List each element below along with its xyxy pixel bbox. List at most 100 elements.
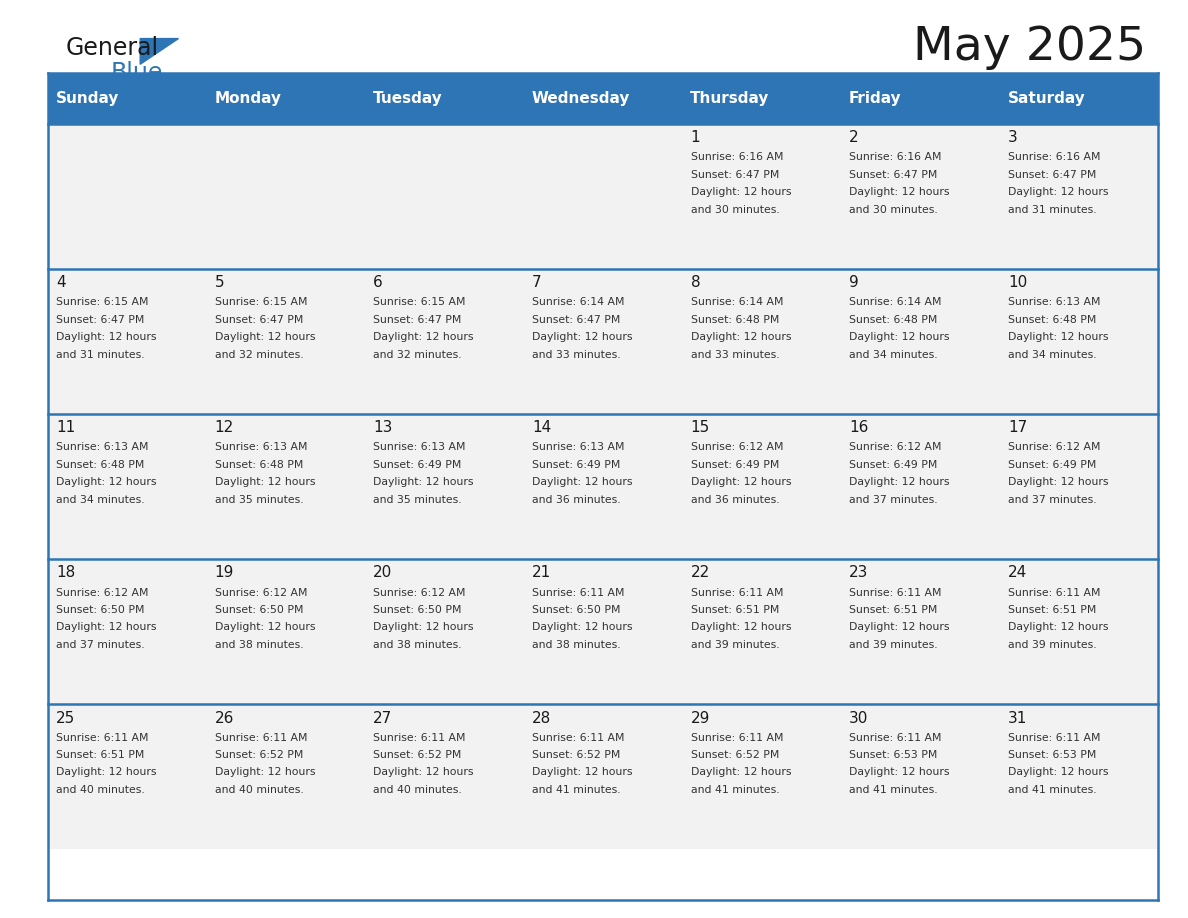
- Text: 27: 27: [373, 711, 392, 725]
- Text: Sunset: 6:50 PM: Sunset: 6:50 PM: [215, 605, 303, 615]
- Text: Sunrise: 6:14 AM: Sunrise: 6:14 AM: [690, 297, 783, 308]
- Text: Tuesday: Tuesday: [373, 91, 443, 106]
- Text: and 39 minutes.: and 39 minutes.: [849, 640, 937, 650]
- Text: Sunrise: 6:11 AM: Sunrise: 6:11 AM: [532, 588, 625, 598]
- FancyBboxPatch shape: [207, 414, 365, 559]
- Text: and 33 minutes.: and 33 minutes.: [690, 350, 779, 360]
- Text: and 38 minutes.: and 38 minutes.: [532, 640, 620, 650]
- FancyBboxPatch shape: [682, 269, 841, 414]
- Text: Sunrise: 6:11 AM: Sunrise: 6:11 AM: [56, 733, 148, 743]
- FancyBboxPatch shape: [841, 414, 999, 559]
- Text: Daylight: 12 hours: Daylight: 12 hours: [532, 332, 632, 342]
- FancyBboxPatch shape: [682, 124, 841, 269]
- Text: Sunday: Sunday: [56, 91, 119, 106]
- Text: Sunrise: 6:13 AM: Sunrise: 6:13 AM: [532, 442, 625, 453]
- Text: Sunset: 6:52 PM: Sunset: 6:52 PM: [690, 750, 779, 760]
- FancyBboxPatch shape: [524, 124, 682, 269]
- Text: Sunset: 6:52 PM: Sunset: 6:52 PM: [373, 750, 462, 760]
- Text: Sunset: 6:50 PM: Sunset: 6:50 PM: [532, 605, 620, 615]
- Text: Sunset: 6:51 PM: Sunset: 6:51 PM: [849, 605, 937, 615]
- Text: and 30 minutes.: and 30 minutes.: [849, 205, 939, 215]
- Text: Wednesday: Wednesday: [531, 91, 630, 106]
- Text: Sunset: 6:47 PM: Sunset: 6:47 PM: [56, 315, 144, 325]
- Text: and 35 minutes.: and 35 minutes.: [215, 495, 303, 505]
- FancyBboxPatch shape: [207, 559, 365, 704]
- Text: 11: 11: [56, 420, 75, 435]
- Text: Sunset: 6:51 PM: Sunset: 6:51 PM: [690, 605, 779, 615]
- Text: Daylight: 12 hours: Daylight: 12 hours: [690, 187, 791, 197]
- Text: 30: 30: [849, 711, 868, 725]
- FancyBboxPatch shape: [207, 269, 365, 414]
- Text: Daylight: 12 hours: Daylight: 12 hours: [373, 622, 474, 633]
- Text: and 31 minutes.: and 31 minutes.: [56, 350, 145, 360]
- Text: Saturday: Saturday: [1007, 91, 1086, 106]
- Text: and 31 minutes.: and 31 minutes.: [1007, 205, 1097, 215]
- Text: Sunrise: 6:13 AM: Sunrise: 6:13 AM: [215, 442, 307, 453]
- Text: Sunrise: 6:15 AM: Sunrise: 6:15 AM: [56, 297, 148, 308]
- Text: Daylight: 12 hours: Daylight: 12 hours: [56, 622, 157, 633]
- Text: 20: 20: [373, 565, 392, 580]
- Text: Daylight: 12 hours: Daylight: 12 hours: [1007, 767, 1108, 778]
- Text: Sunset: 6:47 PM: Sunset: 6:47 PM: [849, 170, 937, 180]
- Text: Sunset: 6:48 PM: Sunset: 6:48 PM: [215, 460, 303, 470]
- Text: 15: 15: [690, 420, 709, 435]
- Text: Sunrise: 6:11 AM: Sunrise: 6:11 AM: [532, 733, 625, 743]
- FancyBboxPatch shape: [48, 124, 207, 269]
- Text: Daylight: 12 hours: Daylight: 12 hours: [215, 477, 315, 487]
- Text: Daylight: 12 hours: Daylight: 12 hours: [849, 332, 949, 342]
- Text: Sunset: 6:48 PM: Sunset: 6:48 PM: [1007, 315, 1097, 325]
- Text: Sunrise: 6:11 AM: Sunrise: 6:11 AM: [215, 733, 307, 743]
- FancyBboxPatch shape: [682, 704, 841, 849]
- FancyBboxPatch shape: [999, 73, 1158, 124]
- FancyBboxPatch shape: [48, 414, 207, 559]
- Text: Sunrise: 6:14 AM: Sunrise: 6:14 AM: [532, 297, 625, 308]
- FancyBboxPatch shape: [524, 269, 682, 414]
- Text: Sunset: 6:49 PM: Sunset: 6:49 PM: [373, 460, 462, 470]
- Text: Blue: Blue: [110, 62, 163, 85]
- Text: 3: 3: [1007, 130, 1018, 145]
- Text: Friday: Friday: [849, 91, 902, 106]
- FancyBboxPatch shape: [524, 704, 682, 849]
- Text: 14: 14: [532, 420, 551, 435]
- Text: 29: 29: [690, 711, 710, 725]
- FancyBboxPatch shape: [48, 73, 207, 124]
- Text: Daylight: 12 hours: Daylight: 12 hours: [373, 332, 474, 342]
- Text: Sunrise: 6:13 AM: Sunrise: 6:13 AM: [373, 442, 466, 453]
- Text: Daylight: 12 hours: Daylight: 12 hours: [215, 767, 315, 778]
- FancyBboxPatch shape: [365, 269, 524, 414]
- Text: and 37 minutes.: and 37 minutes.: [56, 640, 145, 650]
- Text: 8: 8: [690, 275, 700, 290]
- Text: and 39 minutes.: and 39 minutes.: [1007, 640, 1097, 650]
- Text: 17: 17: [1007, 420, 1028, 435]
- FancyBboxPatch shape: [524, 73, 682, 124]
- Text: Sunrise: 6:11 AM: Sunrise: 6:11 AM: [690, 588, 783, 598]
- Text: Daylight: 12 hours: Daylight: 12 hours: [849, 187, 949, 197]
- Text: Daylight: 12 hours: Daylight: 12 hours: [1007, 622, 1108, 633]
- Text: Sunset: 6:51 PM: Sunset: 6:51 PM: [56, 750, 144, 760]
- Text: Sunrise: 6:15 AM: Sunrise: 6:15 AM: [215, 297, 307, 308]
- Text: Sunrise: 6:14 AM: Sunrise: 6:14 AM: [849, 297, 942, 308]
- Text: and 37 minutes.: and 37 minutes.: [849, 495, 937, 505]
- Text: Sunset: 6:47 PM: Sunset: 6:47 PM: [690, 170, 779, 180]
- Text: Sunset: 6:48 PM: Sunset: 6:48 PM: [690, 315, 779, 325]
- Text: and 41 minutes.: and 41 minutes.: [1007, 785, 1097, 795]
- Text: and 32 minutes.: and 32 minutes.: [215, 350, 303, 360]
- Text: 6: 6: [373, 275, 383, 290]
- FancyBboxPatch shape: [999, 124, 1158, 269]
- Text: and 36 minutes.: and 36 minutes.: [532, 495, 620, 505]
- Text: Daylight: 12 hours: Daylight: 12 hours: [215, 332, 315, 342]
- Text: Sunrise: 6:13 AM: Sunrise: 6:13 AM: [56, 442, 148, 453]
- FancyBboxPatch shape: [365, 124, 524, 269]
- Text: and 41 minutes.: and 41 minutes.: [690, 785, 779, 795]
- Text: Sunset: 6:49 PM: Sunset: 6:49 PM: [690, 460, 779, 470]
- Text: and 32 minutes.: and 32 minutes.: [373, 350, 462, 360]
- FancyBboxPatch shape: [207, 73, 365, 124]
- Text: and 38 minutes.: and 38 minutes.: [215, 640, 303, 650]
- Text: Daylight: 12 hours: Daylight: 12 hours: [215, 622, 315, 633]
- Text: and 39 minutes.: and 39 minutes.: [690, 640, 779, 650]
- Text: Sunset: 6:47 PM: Sunset: 6:47 PM: [532, 315, 620, 325]
- FancyBboxPatch shape: [48, 704, 207, 849]
- Text: 10: 10: [1007, 275, 1028, 290]
- Text: Sunset: 6:50 PM: Sunset: 6:50 PM: [373, 605, 462, 615]
- FancyBboxPatch shape: [48, 269, 207, 414]
